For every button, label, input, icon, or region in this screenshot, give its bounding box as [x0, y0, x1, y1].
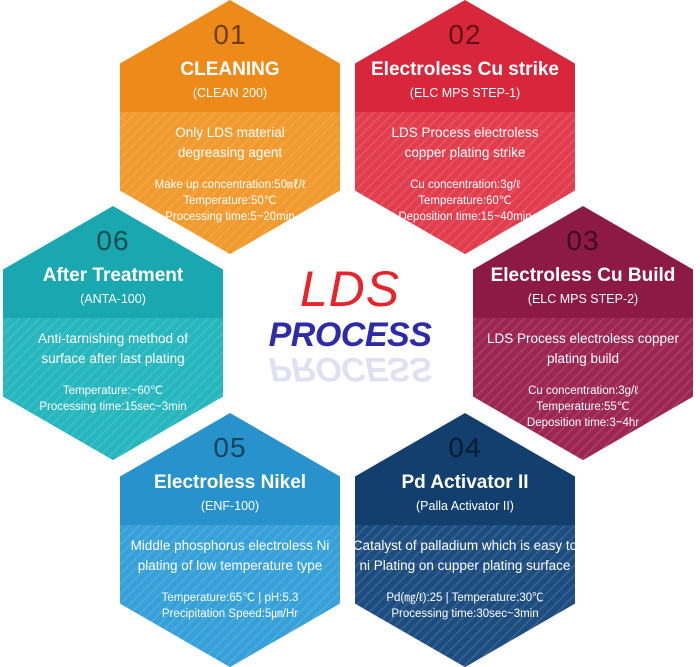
- step-card-electroless-cu-strike: 02 Electroless Cu strike (ELC MPS STEP-1…: [350, 20, 580, 225]
- spec-line: Processing time:15sec~3min: [39, 401, 187, 413]
- spec-line: Processing time:30sec~3min: [391, 608, 539, 620]
- description-line: LDS Process electroless: [391, 125, 539, 140]
- description-line: copper plating strike: [404, 145, 526, 160]
- step-product-code: (ELC MPS STEP-1): [409, 86, 521, 100]
- spec-line: Temperature:50℃: [183, 195, 277, 207]
- step-description: Anti-tarnishing method of surface after …: [0, 329, 228, 369]
- spec-line: Pd(㎎/ℓ):25 | Temperature:30℃: [386, 592, 544, 604]
- description-line: Anti-tarnishing method of: [37, 331, 189, 346]
- step-title: Pd Activator II: [401, 472, 529, 493]
- step-card-electroless-nikel: 05 Electroless Nikel (ENF-100) Middle ph…: [115, 433, 345, 622]
- center-title: LDS: [299, 261, 401, 317]
- spec-line: Make up concentration:50㎖/ℓ: [154, 179, 306, 191]
- step-specs: Temperature:65℃ | pH:5.3 Precipitation S…: [115, 590, 345, 622]
- step-specs: Pd(㎎/ℓ):25 | Temperature:30℃ Processing …: [350, 590, 580, 622]
- description-line: plating of low temperature type: [137, 558, 323, 573]
- spec-line: Temperature:~60℃: [62, 385, 164, 397]
- step-card-cleaning: 01 CLEANING (CLEAN 200) Only LDS materia…: [115, 20, 345, 225]
- step-title: CLEANING: [180, 59, 280, 80]
- step-description: LDS Process electroless copper plating s…: [350, 123, 580, 163]
- step-card-pd-activator: 04 Pd Activator II (Palla Activator II) …: [350, 433, 580, 622]
- step-specs: Temperature:~60℃ Processing time:15sec~3…: [0, 383, 228, 415]
- step-card-after-treatment: 06 After Treatment (ANTA-100) Anti-tarni…: [0, 226, 228, 415]
- step-description: Catalyst of palladium which is easy to n…: [350, 536, 580, 576]
- spec-line: Temperature:60℃: [418, 195, 512, 207]
- step-description: Middle phosphorus electroless Ni plating…: [115, 536, 345, 576]
- step-product-code: (ENF-100): [200, 499, 260, 513]
- center-subtitle: PROCESS: [268, 316, 432, 354]
- spec-line: Deposition time:15~40min: [398, 211, 532, 223]
- step-title: Electroless Cu Build: [490, 265, 676, 286]
- description-line: Only LDS material: [175, 125, 285, 140]
- step-description: Only LDS material degreasing agent: [115, 123, 345, 163]
- spec-line: Temperature:55℃: [536, 401, 630, 413]
- step-number: 01: [213, 19, 247, 50]
- step-number: 05: [213, 432, 247, 463]
- step-specs: Make up concentration:50㎖/ℓ Temperature:…: [115, 177, 345, 225]
- step-description: LDS Process electroless copper plating b…: [468, 329, 698, 369]
- description-line: degreasing agent: [177, 145, 283, 160]
- step-card-electroless-cu-build: 03 Electroless Cu Build (ELC MPS STEP-2)…: [468, 226, 698, 431]
- spec-line: Cu concentration:3g/ℓ: [528, 385, 638, 397]
- description-line: Catalyst of palladium which is easy to: [352, 538, 578, 553]
- step-number: 04: [448, 432, 482, 463]
- step-product-code: (Palla Activator II): [416, 499, 514, 513]
- step-title: Electroless Nikel: [153, 472, 307, 493]
- description-line: ni Plating on cupper plating surface: [359, 558, 571, 573]
- description-line: LDS Process electroless copper: [486, 331, 680, 346]
- spec-line: Cu concentration:3g/ℓ: [410, 179, 520, 191]
- description-line: plating build: [546, 351, 620, 366]
- hexagon-electroless-nikel: [120, 413, 340, 667]
- spec-line: Temperature:65℃ | pH:5.3: [161, 592, 299, 604]
- spec-line: Precipitation Speed:5㎛/Hr: [161, 608, 299, 620]
- step-specs: Cu concentration:3g/ℓ Temperature:60℃ De…: [350, 177, 580, 225]
- step-number: 03: [566, 225, 600, 256]
- step-product-code: (ELC MPS STEP-2): [527, 292, 639, 306]
- step-specs: Cu concentration:3g/ℓ Temperature:55℃ De…: [468, 383, 698, 431]
- step-number: 06: [96, 225, 130, 256]
- spec-line: Processing time:5~20min: [165, 211, 295, 223]
- step-product-code: (ANTA-100): [80, 292, 146, 306]
- description-line: surface after last plating: [41, 351, 185, 366]
- description-line: Middle phosphorus electroless Ni: [130, 538, 330, 553]
- center-logo: LDS PROCESS PROCESS: [250, 261, 450, 388]
- center-subtitle-reflection: PROCESS: [268, 350, 432, 388]
- spec-line: Deposition time:3~4hr: [526, 417, 640, 429]
- step-title: After Treatment: [42, 265, 184, 286]
- step-number: 02: [448, 19, 482, 50]
- step-title: Electroless Cu strike: [371, 59, 559, 80]
- step-product-code: (CLEAN 200): [192, 86, 268, 100]
